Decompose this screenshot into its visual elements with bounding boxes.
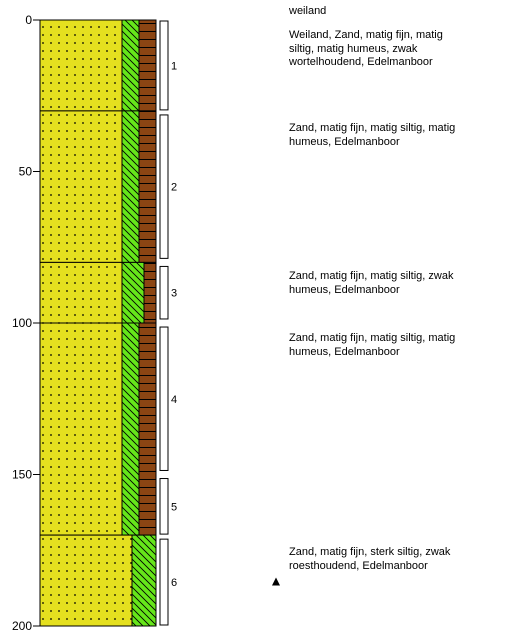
layer-humus (138, 322, 157, 536)
sample-boxes: 1 2 3 4 5 6 (159, 20, 177, 626)
axis-tick-label: 200 (12, 619, 32, 633)
header-label: weiland (289, 5, 327, 17)
sample-box (159, 20, 169, 111)
layer-description: Zand, matig fijn, matig siltig, matig hu… (289, 332, 456, 358)
axis-tick-label: 0 (25, 13, 32, 27)
layer-humus (138, 110, 157, 263)
layer-description: Zand, matig fijn, matig siltig, matig hu… (289, 122, 456, 148)
sample-label: 5 (171, 501, 177, 513)
sample-box (159, 265, 169, 320)
sample-label: 3 (171, 288, 177, 300)
layer-silt (131, 534, 157, 627)
layer-humus (143, 261, 157, 324)
axis-tick-label: 50 (19, 165, 33, 179)
soil-layers (39, 19, 157, 627)
layer-sand (39, 261, 123, 324)
sample-label: 4 (171, 394, 177, 406)
layer-sand (39, 19, 123, 112)
sample-label: 6 (171, 577, 177, 589)
layer-sand (39, 322, 123, 536)
layer-silt (121, 261, 145, 324)
layer-description: Weiland, Zand, matig fijn, matig siltig,… (289, 29, 443, 68)
sample-box (159, 478, 169, 535)
sample-box (159, 114, 169, 259)
layer-sand (39, 534, 133, 627)
layer-humus (138, 19, 157, 112)
axis-tick-label: 150 (12, 468, 32, 482)
sample-box (159, 538, 169, 626)
layer-silt (121, 110, 140, 263)
layer-sand (39, 110, 123, 263)
sample-label: 2 (171, 182, 177, 194)
layer-silt (121, 19, 140, 112)
layer-silt (121, 322, 140, 536)
triangle-marker (272, 577, 280, 586)
layer-description: Zand, matig fijn, matig siltig, zwak hum… (289, 270, 454, 296)
sample-box (159, 326, 169, 471)
depth-axis: 0 50 100 150 200 (12, 13, 41, 633)
layer-description: Zand, matig fijn, sterk siltig, zwak roe… (289, 546, 451, 572)
sample-label: 1 (171, 60, 177, 72)
axis-tick-label: 100 (12, 316, 32, 330)
